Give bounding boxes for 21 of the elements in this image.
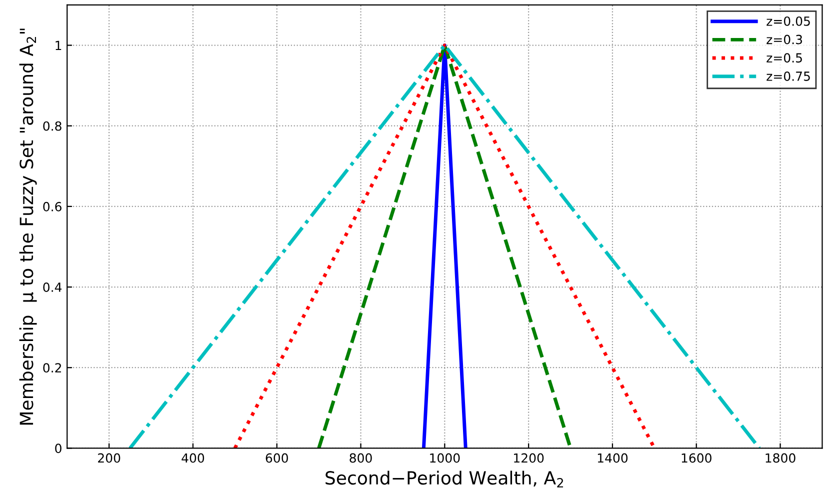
y-tick-label: 0.4 [43, 282, 62, 292]
y-tick-label: 0.8 [43, 121, 62, 131]
x-tick-label: 1200 [514, 453, 544, 463]
legend-label: z=0.3 [766, 34, 802, 44]
y-tick-label: 0 [55, 444, 62, 454]
x-tick-label: 200 [98, 453, 120, 463]
y-tick-label: 0.2 [43, 363, 62, 373]
y-tick-label: 1 [56, 40, 62, 50]
x-tick-label: 1600 [682, 453, 712, 463]
legend-label: z=0.5 [766, 53, 802, 63]
legend-label: z=0.05 [766, 16, 810, 26]
y-axis-title: Membership μ to the Fuzzy Set "around A$_{2}$" [19, 28, 37, 425]
y-tick-label: 0.6 [43, 202, 62, 212]
x-axis-title: Second−Period Wealth, A$_{2}$ [326, 470, 564, 488]
legend-label: z=0.75 [766, 71, 810, 81]
x-tick-label: 1400 [598, 453, 628, 463]
x-tick-label: 1000 [430, 453, 460, 463]
x-tick-label: 600 [266, 453, 288, 463]
x-tick-label: 400 [182, 453, 204, 463]
x-tick-label: 800 [350, 453, 372, 463]
x-tick-label: 1800 [766, 453, 796, 463]
